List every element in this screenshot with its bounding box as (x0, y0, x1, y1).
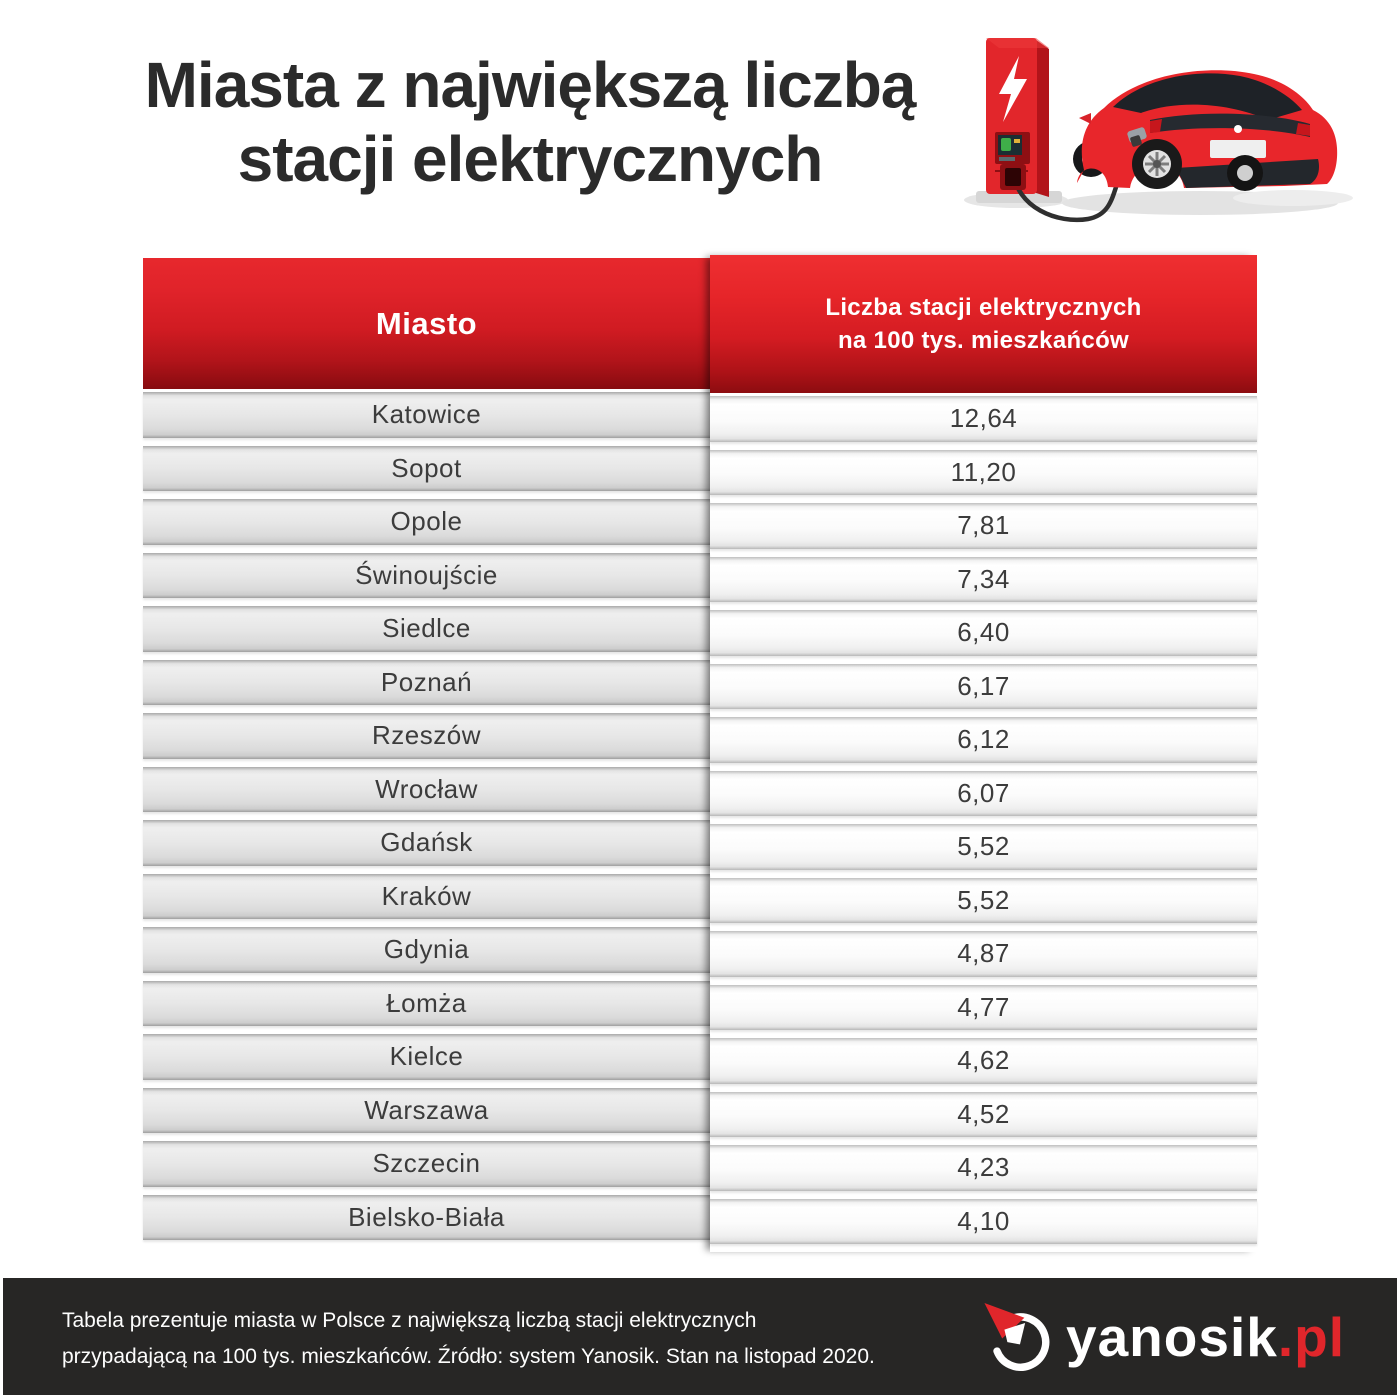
value-column-header: Liczba stacji elektrycznych na 100 tys. … (710, 255, 1257, 393)
table-row-value: 7,34 (710, 556, 1257, 602)
logo-word-main: yanosik (1066, 1305, 1278, 1368)
table-row-city: Rzeszów (143, 713, 710, 759)
table-row-value: 5,52 (710, 877, 1257, 923)
table-row-value: 11,20 (710, 449, 1257, 495)
footer-caption: Tabela prezentuje miasta w Polsce z najw… (62, 1303, 875, 1375)
table-row-city: Gdynia (143, 927, 710, 973)
table-row-value: 6,17 (710, 663, 1257, 709)
table-row-value: 6,12 (710, 717, 1257, 763)
table-row-city: Opole (143, 499, 710, 545)
table-row-value: 4,52 (710, 1091, 1257, 1137)
socket (1005, 168, 1021, 186)
city-column-header: Miasto (143, 258, 710, 389)
table-row-city: Wrocław (143, 766, 710, 812)
ev-charging-illustration (964, 38, 1353, 223)
table-row-value: 4,62 (710, 1038, 1257, 1084)
footer-bar: Tabela prezentuje miasta w Polsce z najw… (3, 1278, 1397, 1395)
table-row-value: 4,10 (710, 1198, 1257, 1244)
lightning-bolt-icon (999, 56, 1027, 122)
page-title: Miasta z największą liczbą stacji elektr… (30, 48, 1030, 196)
table-row-city: Kraków (143, 873, 710, 919)
table-row-city: Bielsko-Biała (143, 1194, 710, 1240)
table-row-city: Gdańsk (143, 820, 710, 866)
city-column: Miasto Katowice Sopot Opole Świnoujście Sied… (143, 258, 710, 1248)
logo-word-suffix: .pl (1277, 1305, 1345, 1368)
footer-caption-line1: Tabela prezentuje miasta w Polsce z najw… (62, 1309, 757, 1332)
value-column: Liczba stacji elektrycznych na 100 tys. … (710, 255, 1257, 1252)
value-column-header-line1: Liczba stacji elektrycznych (825, 293, 1142, 321)
yanosik-navigation-arrow-icon (984, 1302, 1050, 1371)
page-title-line1: Miasta z największą liczbą (144, 49, 917, 121)
value-column-header-line2: na 100 tys. mieszkańców (837, 327, 1130, 354)
electric-car-icon (1073, 70, 1338, 191)
table-row-city: Łomża (143, 980, 710, 1026)
table-row-city: Kielce (143, 1034, 710, 1080)
page-title-line2: stacji elektrycznych (237, 123, 824, 196)
yanosik-logo-text: yanosik.pl (1066, 1305, 1345, 1369)
table-row-value: 4,87 (710, 931, 1257, 977)
table-row-value: 5,52 (710, 824, 1257, 870)
table-row-value: 6,40 (710, 610, 1257, 656)
yanosik-logo: yanosik.pl (980, 1298, 1345, 1376)
charging-station-icon (976, 38, 1062, 203)
city-column-body: Katowice Sopot Opole Świnoujście Siedlce Pozn… (143, 392, 710, 1240)
table-row-city: Świnoujście (143, 552, 710, 598)
car-shadow-2 (1233, 190, 1353, 206)
table-row-city: Szczecin (143, 1141, 710, 1187)
value-column-body: 12,64 11,20 7,81 7,34 6,40 6,17 6,12 6,07 5,52 5,… (710, 396, 1257, 1244)
table-row-value: 12,64 (710, 396, 1257, 442)
table-row-city: Katowice (143, 392, 710, 438)
table-row-city: Siedlce (143, 606, 710, 652)
footer-caption-line2: przypadającą na 100 tys. mieszkańców. Źr… (62, 1345, 875, 1369)
table-row-value: 4,23 (710, 1145, 1257, 1191)
table-row-value: 4,77 (710, 984, 1257, 1030)
table-row-city: Poznań (143, 659, 710, 705)
table-row-value: 6,07 (710, 770, 1257, 816)
stations-table: Miasto Katowice Sopot Opole Świnoujście Sied… (143, 255, 1257, 1258)
table-row-city: Sopot (143, 445, 710, 491)
city-column-header-label: Miasto (375, 305, 478, 341)
table-row-value: 7,81 (710, 503, 1257, 549)
table-row-city: Warszawa (143, 1087, 710, 1133)
